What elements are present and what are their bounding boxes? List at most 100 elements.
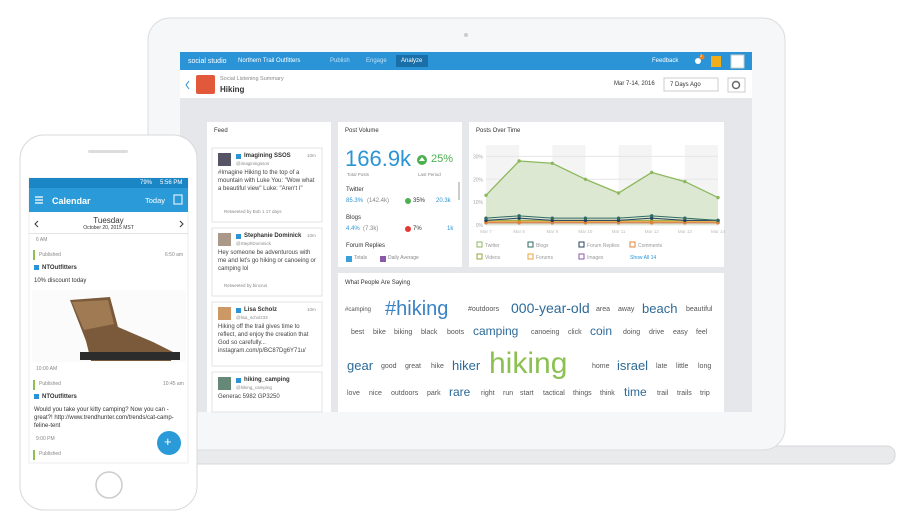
shape xyxy=(35,196,43,204)
point xyxy=(616,216,621,220)
slot-time: 10:00 AM xyxy=(36,366,58,372)
total-change: 25% xyxy=(431,153,454,165)
fab[interactable]: + xyxy=(164,434,172,449)
day: Tuesday xyxy=(93,216,124,225)
word: run xyxy=(503,390,513,397)
word: coin xyxy=(590,324,612,338)
time: 10m xyxy=(307,233,316,238)
legend-swatch xyxy=(527,241,534,248)
point xyxy=(583,216,588,220)
post-text: 10% discount today xyxy=(34,278,87,284)
x-tick-label: Mar 10 xyxy=(578,229,593,234)
point xyxy=(650,221,654,225)
badge: 2 xyxy=(700,53,703,58)
legend-label: Blogs xyxy=(536,243,549,249)
row-avg: 1k xyxy=(447,226,454,232)
panel-title: Feed xyxy=(214,128,228,134)
handle: @StephDominick xyxy=(236,241,271,246)
area xyxy=(486,161,718,225)
shape xyxy=(34,394,39,399)
tab[interactable]: Engage xyxy=(366,58,387,64)
time: 10m xyxy=(307,153,316,158)
shape xyxy=(711,56,721,67)
row-avg: 20.3k xyxy=(436,198,451,204)
word: click xyxy=(568,329,582,336)
legend-swatch xyxy=(578,253,585,260)
word: #outdoors xyxy=(468,306,500,313)
org-switcher[interactable]: Northern Trail Outfitters xyxy=(238,58,301,64)
x-tick-label: Mar 13 xyxy=(678,229,693,234)
word: right xyxy=(481,390,495,397)
shape xyxy=(88,150,128,153)
row-change: 35% xyxy=(413,198,426,204)
shape xyxy=(33,380,35,390)
feedback[interactable]: Feedback xyxy=(652,58,679,64)
word: outdoors xyxy=(391,390,419,397)
shape xyxy=(180,52,752,70)
point xyxy=(616,191,621,195)
header-subtitle: Social Listening Summary xyxy=(220,76,284,82)
tab[interactable]: Publish xyxy=(330,58,350,64)
point xyxy=(517,214,521,218)
post-text: Generac 5982 GP3250 xyxy=(218,394,280,400)
point xyxy=(550,161,554,165)
word: beautiful xyxy=(686,306,713,313)
point xyxy=(683,216,687,220)
legend-label: Forum Replies xyxy=(587,243,620,249)
shape xyxy=(236,234,241,239)
shape xyxy=(464,33,468,37)
word: time xyxy=(624,385,647,399)
word: love xyxy=(347,390,360,397)
word: hiking xyxy=(489,347,567,380)
period-select[interactable]: 7 Days Ago xyxy=(670,82,701,88)
status: Published xyxy=(39,451,61,457)
panel-title: Post Volume xyxy=(345,128,379,134)
shape xyxy=(33,450,35,460)
row-share: 85.3% xyxy=(346,198,364,204)
point xyxy=(517,159,521,163)
legend-swatch xyxy=(629,241,636,248)
shape xyxy=(731,80,741,90)
post-text: Would you take your kitty camping? Now y… xyxy=(34,407,174,429)
word: #hiking xyxy=(385,298,448,320)
word: easy xyxy=(673,329,688,336)
post-text: Hiking off the trail gives time to refle… xyxy=(218,324,309,354)
label: Total Posts xyxy=(347,172,370,177)
line xyxy=(485,215,719,221)
shape xyxy=(218,153,231,166)
x-tick-label: Mar 9 xyxy=(547,229,559,234)
shape xyxy=(95,471,123,499)
shape xyxy=(196,75,215,94)
handle: @lisa_scholz33 xyxy=(236,315,268,320)
tab[interactable]: Analyze xyxy=(401,58,423,64)
post-text: #Imagine Hiking to the top of a mountain… xyxy=(218,170,315,192)
row-name: Blogs xyxy=(346,215,362,221)
panel-title: What People Are Saying xyxy=(345,280,411,286)
today-button[interactable]: Today xyxy=(145,196,166,205)
y-tick-label: 10% xyxy=(473,200,484,206)
posted: 6:50 am xyxy=(165,252,184,258)
word: nice xyxy=(369,390,382,397)
word: camping xyxy=(473,324,518,338)
app-title: Calendar xyxy=(52,196,91,206)
battery: 79% xyxy=(140,180,153,186)
total-posts: 166.9k xyxy=(345,146,412,171)
point xyxy=(583,177,588,181)
retweet-info: Retweeted by bincrus xyxy=(224,283,268,288)
point xyxy=(650,214,654,218)
status: Published xyxy=(39,381,61,387)
brand: social studio xyxy=(188,58,227,65)
account: NTOutfitters xyxy=(42,265,77,271)
shape xyxy=(33,250,35,260)
y-tick-label: 20% xyxy=(473,177,484,183)
x-tick-label: Mar 11 xyxy=(612,229,626,234)
word: #camping xyxy=(345,307,371,313)
show-all[interactable]: Show All 14 xyxy=(630,255,656,261)
shape xyxy=(338,273,724,412)
word: israel xyxy=(617,358,648,373)
word: bike xyxy=(373,329,386,336)
word: away xyxy=(618,306,635,313)
word: think xyxy=(600,390,615,397)
